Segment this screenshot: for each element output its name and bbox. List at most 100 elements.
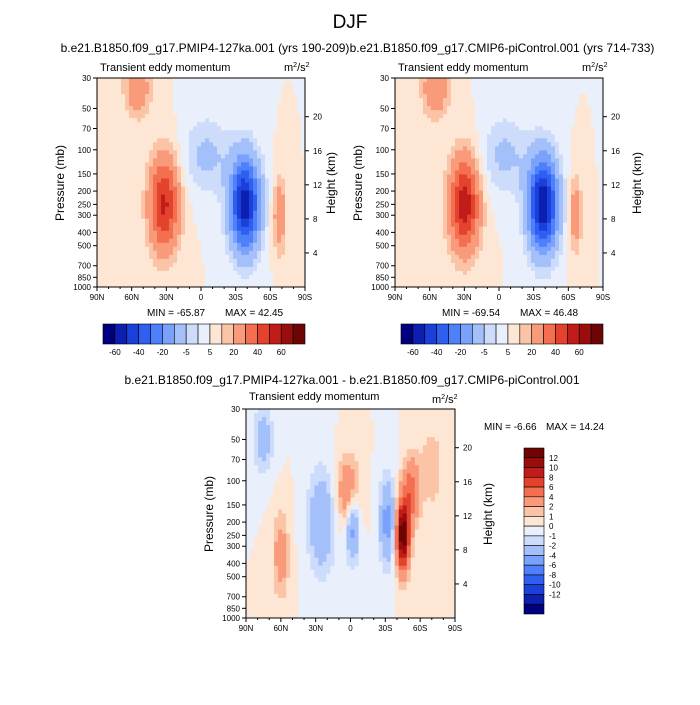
contour-cell <box>427 122 431 126</box>
contour-cell <box>503 255 507 259</box>
contour-cell <box>419 170 423 174</box>
contour-cell <box>407 279 411 283</box>
contour-cell <box>117 263 121 267</box>
contour-cell <box>169 118 173 122</box>
contour-cell <box>543 259 547 263</box>
contour-cell <box>173 207 177 211</box>
contour-cell <box>459 90 463 94</box>
contour-cell <box>467 263 471 267</box>
contour-cell <box>249 227 253 231</box>
contour-cell <box>559 102 563 106</box>
contour-cell <box>233 174 237 178</box>
contour-cell <box>511 191 515 195</box>
contour-cell <box>205 90 209 94</box>
contour-cell <box>141 271 145 275</box>
contour-cell <box>407 90 411 94</box>
contour-cell <box>269 110 273 114</box>
contour-cell <box>153 102 157 106</box>
contour-cell <box>523 166 527 170</box>
contour-cell <box>169 191 173 195</box>
colorbar-box <box>115 324 127 344</box>
contour-cell <box>427 219 431 223</box>
contour-cell <box>543 154 547 158</box>
contour-cell <box>535 243 539 247</box>
contour-cell <box>229 183 233 187</box>
contour-cell <box>181 162 185 166</box>
contour-cell <box>169 211 173 215</box>
contour-cell <box>435 199 439 203</box>
contour-cell <box>535 118 539 122</box>
contour-cell <box>121 130 125 134</box>
contour-cell <box>483 203 487 207</box>
contour-cell <box>511 118 515 122</box>
contour-cell <box>285 142 289 146</box>
contour-cell <box>483 150 487 154</box>
contour-cell <box>443 102 447 106</box>
contour-cell <box>459 166 463 170</box>
contour-cell <box>125 279 129 283</box>
contour-cell <box>161 170 165 174</box>
contour-cell <box>161 178 165 182</box>
contour-cell <box>249 166 253 170</box>
contour-cell <box>117 118 121 122</box>
contour-cell <box>185 90 189 94</box>
contour-cell <box>423 142 427 146</box>
contour-cell <box>411 211 415 215</box>
contour-cell <box>511 275 515 279</box>
contour-cell <box>439 263 443 267</box>
contour-cell <box>483 183 487 187</box>
contour-cell <box>495 263 499 267</box>
contour-cell <box>555 211 559 215</box>
contour-cell <box>519 162 523 166</box>
contour-cell <box>443 90 447 94</box>
contour-cell <box>197 82 201 86</box>
contour-cell <box>551 195 555 199</box>
contour-cell <box>515 158 519 162</box>
contour-cell <box>177 114 181 118</box>
contour-cell <box>539 219 543 223</box>
contour-cell <box>435 134 439 138</box>
contour-cell <box>507 178 511 182</box>
contour-cell <box>511 166 515 170</box>
contour-cell <box>483 82 487 86</box>
contour-cell <box>129 178 133 182</box>
contour-cell <box>487 158 491 162</box>
contour-cell <box>547 78 551 82</box>
contour-cell <box>161 118 165 122</box>
contour-cell <box>459 102 463 106</box>
contour-cell <box>157 154 161 158</box>
contour-cell <box>225 122 229 126</box>
contour-cell <box>531 78 535 82</box>
contour-cell <box>205 207 209 211</box>
contour-cell <box>233 183 237 187</box>
contour-cell <box>113 267 117 271</box>
contour-cell <box>189 134 193 138</box>
contour-cell <box>113 90 117 94</box>
contour-cell <box>273 267 277 271</box>
contour-cell <box>181 191 185 195</box>
contour-cell <box>193 154 197 158</box>
contour-cell <box>137 215 141 219</box>
contour-cell <box>551 98 555 102</box>
contour-cell <box>241 106 245 110</box>
contour-cell <box>527 162 531 166</box>
contour-cell <box>117 170 121 174</box>
contour-cell <box>229 279 233 283</box>
contour-cell <box>253 154 257 158</box>
contour-cell <box>559 183 563 187</box>
contour-cell <box>403 243 407 247</box>
contour-cell <box>551 243 555 247</box>
contour-cell <box>273 142 277 146</box>
contour-cell <box>177 279 181 283</box>
contour-cell <box>419 247 423 251</box>
contour-cell <box>535 247 539 251</box>
contour-cell <box>515 271 519 275</box>
contour-cell <box>463 239 467 243</box>
contour-cell <box>161 94 165 98</box>
contour-cell <box>145 130 149 134</box>
contour-cell <box>169 251 173 255</box>
contour-cell <box>105 158 109 162</box>
contour-cell <box>515 223 519 227</box>
contour-cell <box>225 146 229 150</box>
contour-cell <box>121 207 125 211</box>
